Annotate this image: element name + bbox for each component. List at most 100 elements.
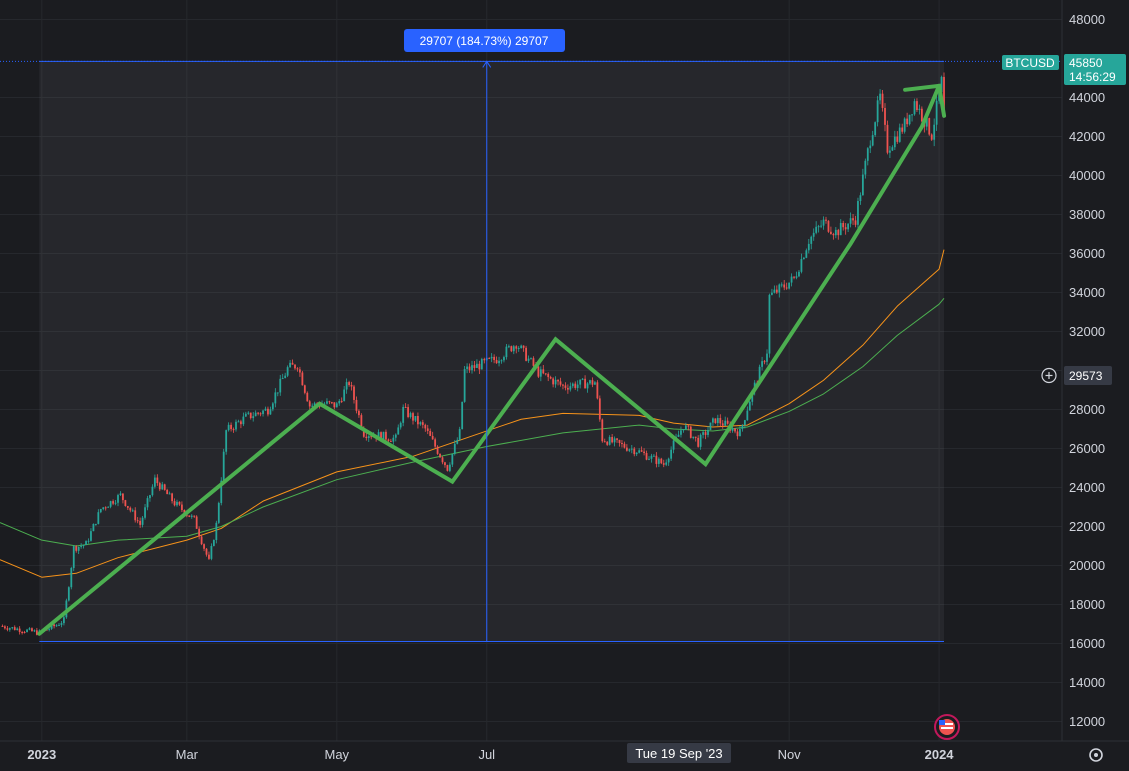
candle-body — [365, 436, 368, 439]
time-axis[interactable]: 2023 Mar May Jul Nov 2024 — [0, 740, 1129, 771]
candle-body — [520, 345, 523, 349]
candle-body — [203, 544, 205, 549]
candle-body — [109, 501, 112, 507]
measure-label-text: 29707 (184.73%) 29707 — [420, 34, 549, 48]
candle-body — [176, 501, 178, 506]
candle-body — [507, 346, 510, 348]
candle-body — [866, 148, 869, 161]
candle-body — [55, 625, 58, 627]
y-tick-label: 40000 — [1069, 168, 1105, 183]
candle-body — [112, 501, 114, 504]
candle-body — [8, 628, 11, 630]
candle-body — [557, 379, 559, 382]
candle-body — [559, 381, 562, 385]
candle-body — [11, 627, 14, 629]
candle-body — [80, 545, 83, 547]
candle-body — [181, 504, 183, 510]
candle-body — [350, 384, 353, 387]
candle-body — [247, 412, 250, 414]
measure-tool-lines[interactable] — [0, 60, 1062, 643]
candle-body — [898, 127, 901, 142]
candle-body — [734, 428, 736, 432]
candle-body — [697, 437, 700, 447]
candle-body — [689, 426, 692, 438]
candle-body — [881, 93, 884, 108]
candle-body — [684, 425, 687, 430]
candle-body — [623, 443, 626, 448]
candle-body — [832, 234, 835, 236]
candle-body — [648, 458, 650, 460]
candle-body — [847, 223, 850, 230]
candle-body — [886, 124, 889, 153]
measure-arrow — [482, 60, 492, 68]
candle-body — [119, 493, 122, 496]
candle-body — [274, 392, 277, 404]
candle-body — [382, 431, 385, 441]
candle-body — [704, 432, 707, 435]
candle-body — [822, 219, 825, 226]
price-axis[interactable]: 48000 44000 42000 40000 38000 36000 34000 32000… — [1061, 0, 1129, 771]
candle-body — [82, 545, 85, 547]
moving-average-green — [0, 298, 945, 547]
candle-body — [488, 357, 491, 359]
candle-body — [539, 369, 542, 377]
candle-body — [889, 150, 891, 153]
candle-body — [313, 403, 316, 406]
last-price-label: 45850 — [1069, 56, 1103, 70]
candle-body — [702, 432, 704, 435]
candle-body — [515, 346, 518, 349]
candle-body — [235, 421, 237, 430]
candle-body — [576, 384, 579, 388]
candle-body — [153, 477, 156, 487]
candle-body — [205, 548, 208, 555]
candle-body — [645, 453, 648, 460]
candle-body — [918, 108, 921, 111]
candle-body — [611, 436, 614, 443]
candle-body — [606, 441, 609, 445]
candle-body — [53, 624, 55, 627]
candle-body — [712, 418, 714, 423]
candle-body — [802, 257, 805, 260]
candle-body — [345, 382, 348, 390]
candle-body — [719, 418, 722, 424]
gear-icon[interactable] — [1089, 748, 1103, 762]
candle-body — [212, 540, 215, 546]
candle-body — [591, 380, 594, 385]
candle-body — [289, 362, 291, 368]
candle-body — [812, 232, 815, 237]
x-tick-label: Jul — [478, 747, 495, 762]
candle-body — [340, 400, 343, 402]
trend-path[interactable] — [37, 83, 942, 636]
candle-body — [628, 449, 631, 451]
candle-body — [358, 410, 360, 416]
trend-drawing[interactable] — [37, 83, 947, 636]
candle-body — [308, 401, 311, 407]
candle-body — [618, 439, 621, 444]
candle-body — [512, 346, 515, 352]
candle-body — [920, 108, 923, 122]
candle-body — [633, 448, 636, 455]
candle-body — [736, 431, 739, 437]
add-alert-icon[interactable] — [1041, 367, 1057, 384]
candle-body — [257, 412, 260, 414]
candle-body — [798, 271, 800, 277]
candle-body — [589, 380, 591, 384]
y-tick-label: 12000 — [1069, 714, 1105, 729]
candle-body — [837, 229, 840, 236]
candle-body — [338, 400, 341, 404]
candle-body — [323, 403, 326, 405]
candle-body — [240, 421, 242, 425]
candle-body — [222, 451, 225, 481]
candle-body — [911, 114, 913, 116]
candle-body — [859, 195, 862, 202]
candle-body — [810, 236, 813, 244]
candle-body — [724, 420, 727, 426]
us-flag-event-icon[interactable] — [934, 714, 960, 740]
candle-body — [446, 465, 449, 471]
candle-body — [869, 145, 872, 149]
candle-body — [426, 428, 429, 431]
candle-body — [466, 366, 468, 370]
candle-body — [761, 361, 763, 367]
candle-body — [149, 495, 151, 499]
